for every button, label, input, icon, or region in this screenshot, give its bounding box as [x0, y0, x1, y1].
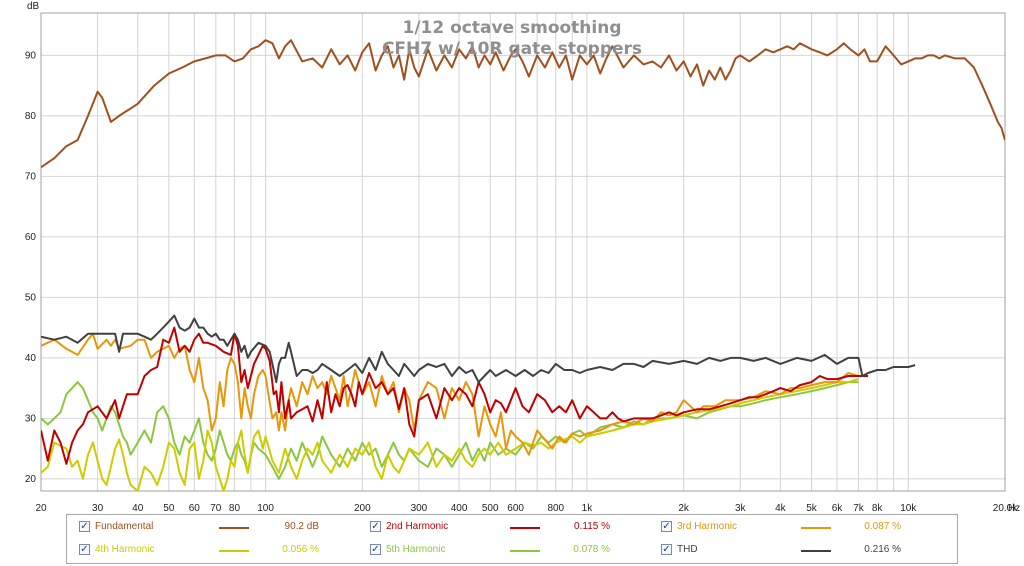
y-tick-label: 60	[25, 232, 37, 243]
x-tick-label: 6k	[832, 503, 844, 512]
y-tick-label: 90	[25, 50, 37, 61]
y-axis-label: dB	[27, 1, 40, 12]
x-tick-label: 300	[411, 503, 428, 512]
legend-value: 90.2 dB	[284, 521, 319, 532]
y-tick-labels: 20 30 40 50 60 70 80 90	[25, 50, 37, 485]
x-unit-label: Hz	[1008, 503, 1020, 512]
x-tick-label: 1k	[582, 503, 594, 512]
x-tick-label: 500	[482, 503, 499, 512]
legend-row: ✓ Fundamental 90.2 dB ✓ 2nd Harmonic 0.1…	[67, 519, 957, 539]
x-tick-label: 8k	[872, 503, 884, 512]
legend-row: ✓ 4th Harmonic 0.056 % ✓ 5th Harmonic 0.…	[67, 542, 957, 562]
legend-item-4th-harmonic[interactable]: ✓ 4th Harmonic 0.056 %	[79, 542, 375, 562]
x-tick-label: 4k	[775, 503, 787, 512]
series-layer	[41, 39, 1005, 491]
x-tick-label: 100	[257, 503, 274, 512]
legend-swatch	[510, 527, 540, 529]
legend-swatch	[801, 550, 831, 552]
legend-value: 0.078 %	[573, 544, 610, 555]
checkbox-checked-icon[interactable]: ✓	[370, 521, 381, 532]
legend-item-thd[interactable]: ✓ THD 0.216 %	[661, 542, 957, 562]
x-tick-label: 60	[189, 503, 201, 512]
legend-item-2nd-harmonic[interactable]: ✓ 2nd Harmonic 0.115 %	[370, 519, 666, 539]
x-tick-label: 30	[92, 503, 104, 512]
x-tick-label: 7k	[853, 503, 865, 512]
legend-swatch	[219, 527, 249, 529]
x-tick-labels: 20 30 40 50 60 70 80 100 200 300 400 500 600 800 1k 2k 3…	[35, 503, 1018, 512]
horizontal-gridlines	[41, 54, 1005, 480]
vertical-gridlines	[97, 13, 909, 491]
y-tick-label: 70	[25, 171, 37, 182]
x-tick-label: 20	[35, 503, 47, 512]
x-tick-label: 40	[132, 503, 144, 512]
legend-label: THD	[677, 544, 698, 555]
legend-label: Fundamental	[95, 521, 154, 532]
y-tick-label: 40	[25, 353, 37, 364]
x-tick-label: 400	[451, 503, 468, 512]
plot-frame	[40, 12, 1006, 492]
legend-item-fundamental[interactable]: ✓ Fundamental 90.2 dB	[79, 519, 375, 539]
x-tick-label: 200	[354, 503, 371, 512]
x-tick-label: 600	[507, 503, 524, 512]
checkbox-checked-icon[interactable]: ✓	[79, 521, 90, 532]
legend-label: 5th Harmonic	[386, 544, 446, 555]
y-tick-label: 20	[25, 474, 37, 485]
checkbox-checked-icon[interactable]: ✓	[370, 544, 381, 555]
checkbox-checked-icon[interactable]: ✓	[79, 544, 90, 555]
y-tick-label: 50	[25, 292, 37, 303]
x-tick-label: 20.0k	[993, 503, 1018, 512]
legend: ✓ Fundamental 90.2 dB ✓ 2nd Harmonic 0.1…	[66, 514, 958, 564]
series-line-fundamental	[41, 39, 1005, 169]
legend-label: 3rd Harmonic	[677, 521, 738, 532]
legend-item-5th-harmonic[interactable]: ✓ 5th Harmonic 0.078 %	[370, 542, 666, 562]
x-tick-label: 2k	[678, 503, 690, 512]
x-tick-label: 5k	[806, 503, 818, 512]
checkbox-checked-icon[interactable]: ✓	[661, 544, 672, 555]
legend-value: 0.087 %	[864, 521, 901, 532]
legend-swatch	[510, 550, 540, 552]
legend-label: 4th Harmonic	[95, 544, 155, 555]
legend-value: 0.056 %	[282, 544, 319, 555]
legend-swatch	[801, 527, 831, 529]
y-tick-label: 30	[25, 413, 37, 424]
checkbox-checked-icon[interactable]: ✓	[661, 521, 672, 532]
legend-item-3rd-harmonic[interactable]: ✓ 3rd Harmonic 0.087 %	[661, 519, 957, 539]
x-tick-label: 50	[163, 503, 175, 512]
y-tick-label: 80	[25, 111, 37, 122]
chart-subtitle: CFH7 w/ 10R gate stoppers	[382, 39, 642, 59]
legend-swatch	[219, 550, 249, 552]
x-tick-label: 80	[229, 503, 241, 512]
x-tick-label: 3k	[735, 503, 747, 512]
x-tick-label: 10k	[900, 503, 917, 512]
series-line-3rd-harmonic	[41, 332, 859, 456]
legend-value: 0.216 %	[864, 544, 901, 555]
x-tick-label: 70	[210, 503, 222, 512]
chart-title: 1/12 octave smoothing	[402, 18, 621, 38]
series-line-4th-harmonic	[41, 378, 859, 491]
x-tick-label: 800	[547, 503, 564, 512]
legend-label: 2nd Harmonic	[386, 521, 449, 532]
chart: dB 20 30 40 50 60 70 80 90 20 30 40 50 60 70 80 100 200…	[25, 1, 1020, 512]
series-line-2nd-harmonic	[41, 326, 869, 465]
series-line-thd	[41, 314, 916, 384]
legend-value: 0.115 %	[574, 521, 610, 532]
